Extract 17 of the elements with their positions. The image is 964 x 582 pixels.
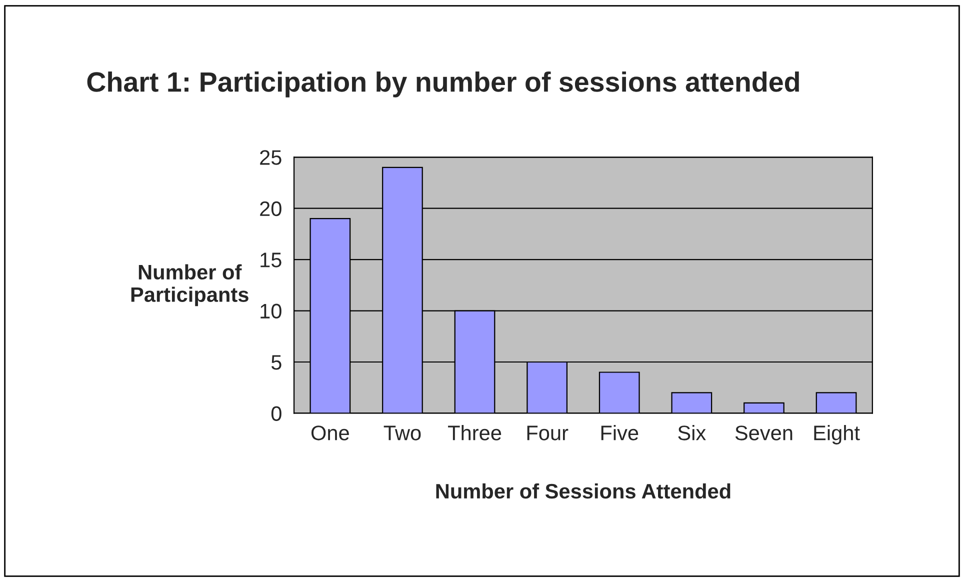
chart-title: Chart 1: Participation by number of sessions attended bbox=[87, 71, 799, 98]
x-tick-label: Two bbox=[384, 426, 421, 440]
y-axis-title: Number of Participants bbox=[131, 264, 248, 306]
y-tick-label: 20 bbox=[260, 201, 282, 216]
x-axis-title: Number of Sessions Attended bbox=[436, 483, 730, 499]
x-tick-label: Six bbox=[678, 425, 706, 440]
x-tick-label: Three bbox=[448, 425, 502, 440]
y-tick-label: 5 bbox=[271, 355, 282, 370]
y-tick-label: 25 bbox=[260, 150, 282, 165]
x-tick-label: Four bbox=[527, 426, 568, 440]
x-tick-label: Eight bbox=[814, 425, 860, 444]
x-tick-label: Seven bbox=[735, 426, 792, 440]
x-tick-label: One bbox=[311, 426, 349, 440]
y-tick-label: 0 bbox=[271, 406, 282, 421]
y-tick-label: 10 bbox=[260, 304, 282, 319]
x-tick-label: Five bbox=[601, 425, 638, 440]
y-tick-label: 15 bbox=[260, 252, 282, 268]
